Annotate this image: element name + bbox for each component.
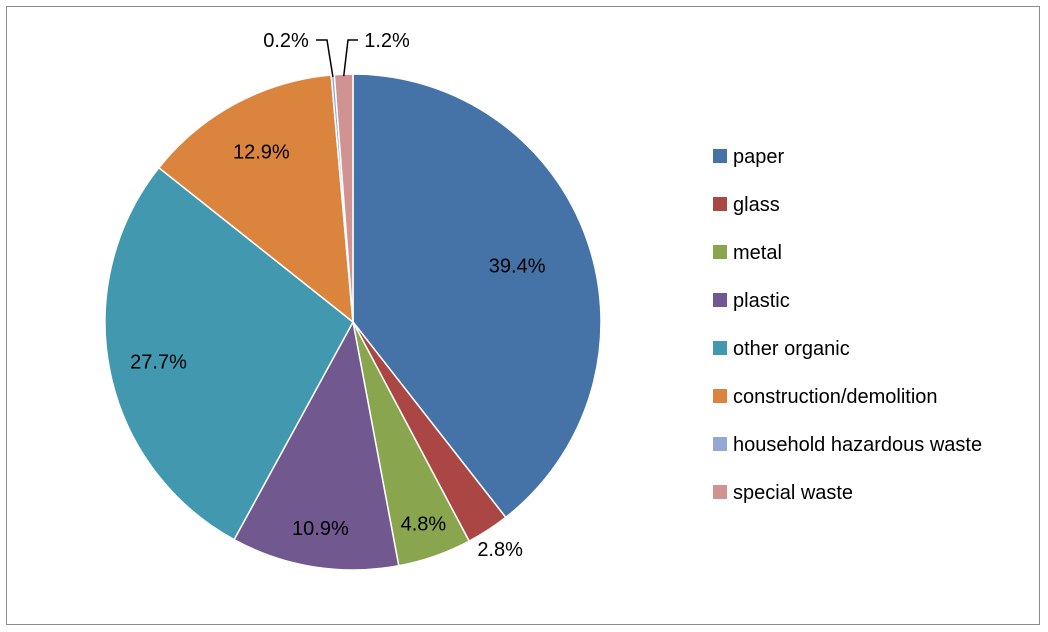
legend-label-glass: glass xyxy=(733,194,780,216)
data-label-other-organic: 27.7% xyxy=(130,351,187,373)
legend-label-special-waste: special waste xyxy=(733,482,853,504)
pie-slices xyxy=(104,73,602,571)
legend-label-metal: metal xyxy=(733,242,782,264)
legend-label-paper: paper xyxy=(733,146,784,168)
legend-swatch-plastic xyxy=(713,293,727,307)
pie-slice-construction-demolition xyxy=(157,74,354,324)
legend-label-other-organic: other organic xyxy=(733,338,850,360)
legend-swatch-special-waste xyxy=(713,485,727,499)
pie-slice-other-organic xyxy=(104,166,354,541)
legend-label-construction-demolition: construction/demolition xyxy=(733,386,938,408)
legend-swatch-glass xyxy=(713,197,727,211)
legend-swatch-metal xyxy=(713,245,727,259)
pie-slice-plastic xyxy=(233,319,400,571)
data-labels: 39.4% 2.8% 4.8% 10.9% 27.7% 12.9% 0.2% 1.2% xyxy=(130,30,546,561)
data-label-construction-demolition: 12.9% xyxy=(233,142,290,164)
leader-lines xyxy=(316,39,358,77)
legend-label-household-hazardous-waste: household hazardous waste xyxy=(733,434,982,456)
data-label-household-hazardous-waste: 0.2% xyxy=(263,30,309,52)
legend-label-plastic: plastic xyxy=(733,290,790,312)
data-label-paper: 39.4% xyxy=(489,255,546,277)
legend-swatch-household-hazardous-waste xyxy=(713,437,727,451)
data-label-special-waste: 1.2% xyxy=(364,30,410,52)
legend: paper glass metal plastic other organic const… xyxy=(713,146,982,504)
data-label-plastic: 10.9% xyxy=(292,518,349,540)
leader-line-special-waste xyxy=(342,39,358,77)
legend-swatch-construction-demolition xyxy=(713,389,727,403)
leader-line-household-hazardous-waste xyxy=(316,39,334,77)
legend-swatch-paper xyxy=(713,149,727,163)
pie-slice-paper xyxy=(352,73,602,519)
legend-swatch-other-organic xyxy=(713,341,727,355)
data-label-metal: 4.8% xyxy=(401,513,447,535)
data-label-glass: 2.8% xyxy=(477,539,523,561)
